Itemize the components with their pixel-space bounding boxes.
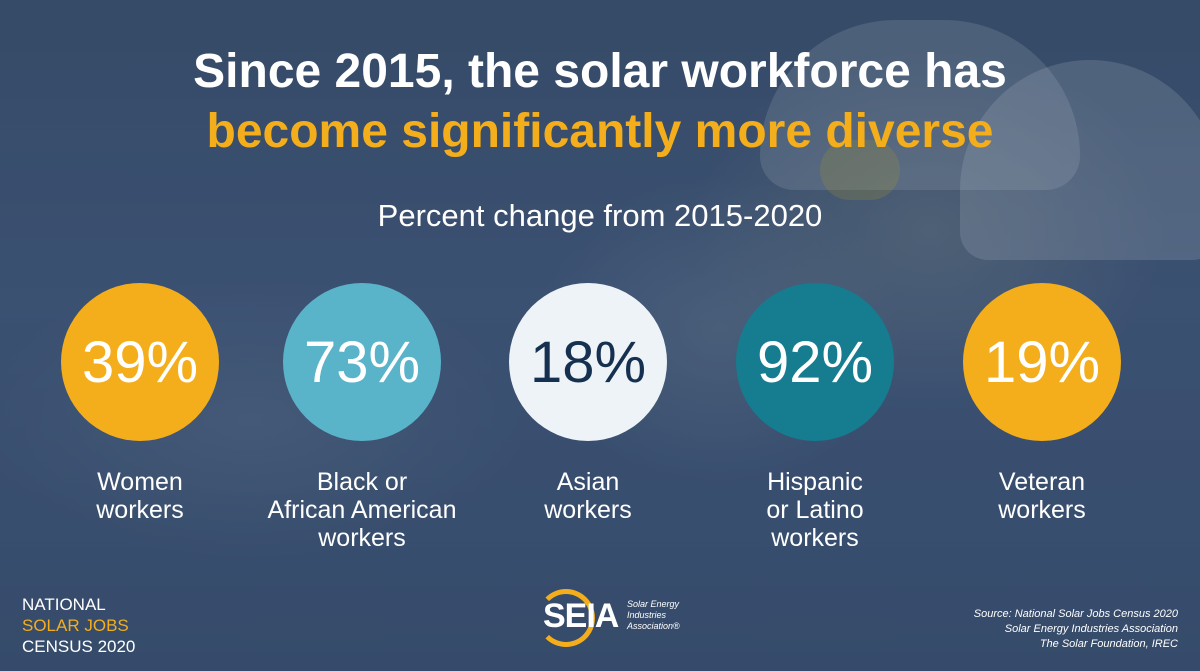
stat-circle <box>509 283 667 441</box>
source-line-3: The Solar Foundation, IREC <box>1039 638 1178 650</box>
seia-logo: SEIA Solar Energy Industries Association… <box>533 585 693 655</box>
stat-circle <box>61 283 219 441</box>
stat-circle <box>963 283 1121 441</box>
stat-category-label: workers <box>770 524 859 552</box>
seia-name-line-2: Industries <box>627 610 667 620</box>
census-line-3: CENSUS 2020 <box>22 637 136 656</box>
background-photo-glare <box>820 140 900 200</box>
seia-name-line-3: Association® <box>627 621 680 631</box>
stat-category-label: Veteran <box>999 468 1085 496</box>
title-line-2: become significantly more diverse <box>206 105 994 158</box>
sun-ring-icon <box>537 589 595 647</box>
stat-category-label: or Latino <box>766 496 863 524</box>
seia-name-line-1: Solar Energy <box>627 599 680 609</box>
title-line-1: Since 2015, the solar workforce has <box>193 45 1007 98</box>
stat-value-label: 39% <box>82 330 198 395</box>
stat-circle <box>736 283 894 441</box>
stat-category-label: African American <box>268 496 457 524</box>
stat-category-label: Women <box>97 468 183 496</box>
chart-subtitle: Percent change from 2015-2020 <box>377 198 823 233</box>
stat-category-label: workers <box>997 496 1086 524</box>
stat-category-label: workers <box>95 496 184 524</box>
stat-category-label: Hispanic <box>767 468 863 496</box>
stat-value-label: 19% <box>984 330 1100 395</box>
seia-wordmark: SEIA <box>543 597 619 635</box>
census-line-1: NATIONAL <box>22 595 106 614</box>
seia-full-name: Solar Energy Industries Association® <box>627 599 680 632</box>
source-line-2: Solar Energy Industries Association <box>1004 623 1178 635</box>
stat-circle <box>283 283 441 441</box>
stat-category-label: workers <box>543 496 632 524</box>
stat-value-label: 18% <box>530 330 646 395</box>
stat-category-label: Asian <box>557 468 620 496</box>
source-line-1: Source: National Solar Jobs Census 2020 <box>973 608 1178 620</box>
census-line-2: SOLAR JOBS <box>22 616 129 635</box>
stat-value-label: 73% <box>304 330 420 395</box>
stat-value-label: 92% <box>757 330 873 395</box>
stat-category-label: workers <box>317 524 406 552</box>
stat-category-label: Black or <box>317 468 407 496</box>
source-note: Source: National Solar Jobs Census 2020 … <box>974 607 1178 652</box>
census-logo: NATIONAL SOLAR JOBS CENSUS 2020 <box>22 594 135 657</box>
background-photo-hardhat <box>760 20 1080 190</box>
